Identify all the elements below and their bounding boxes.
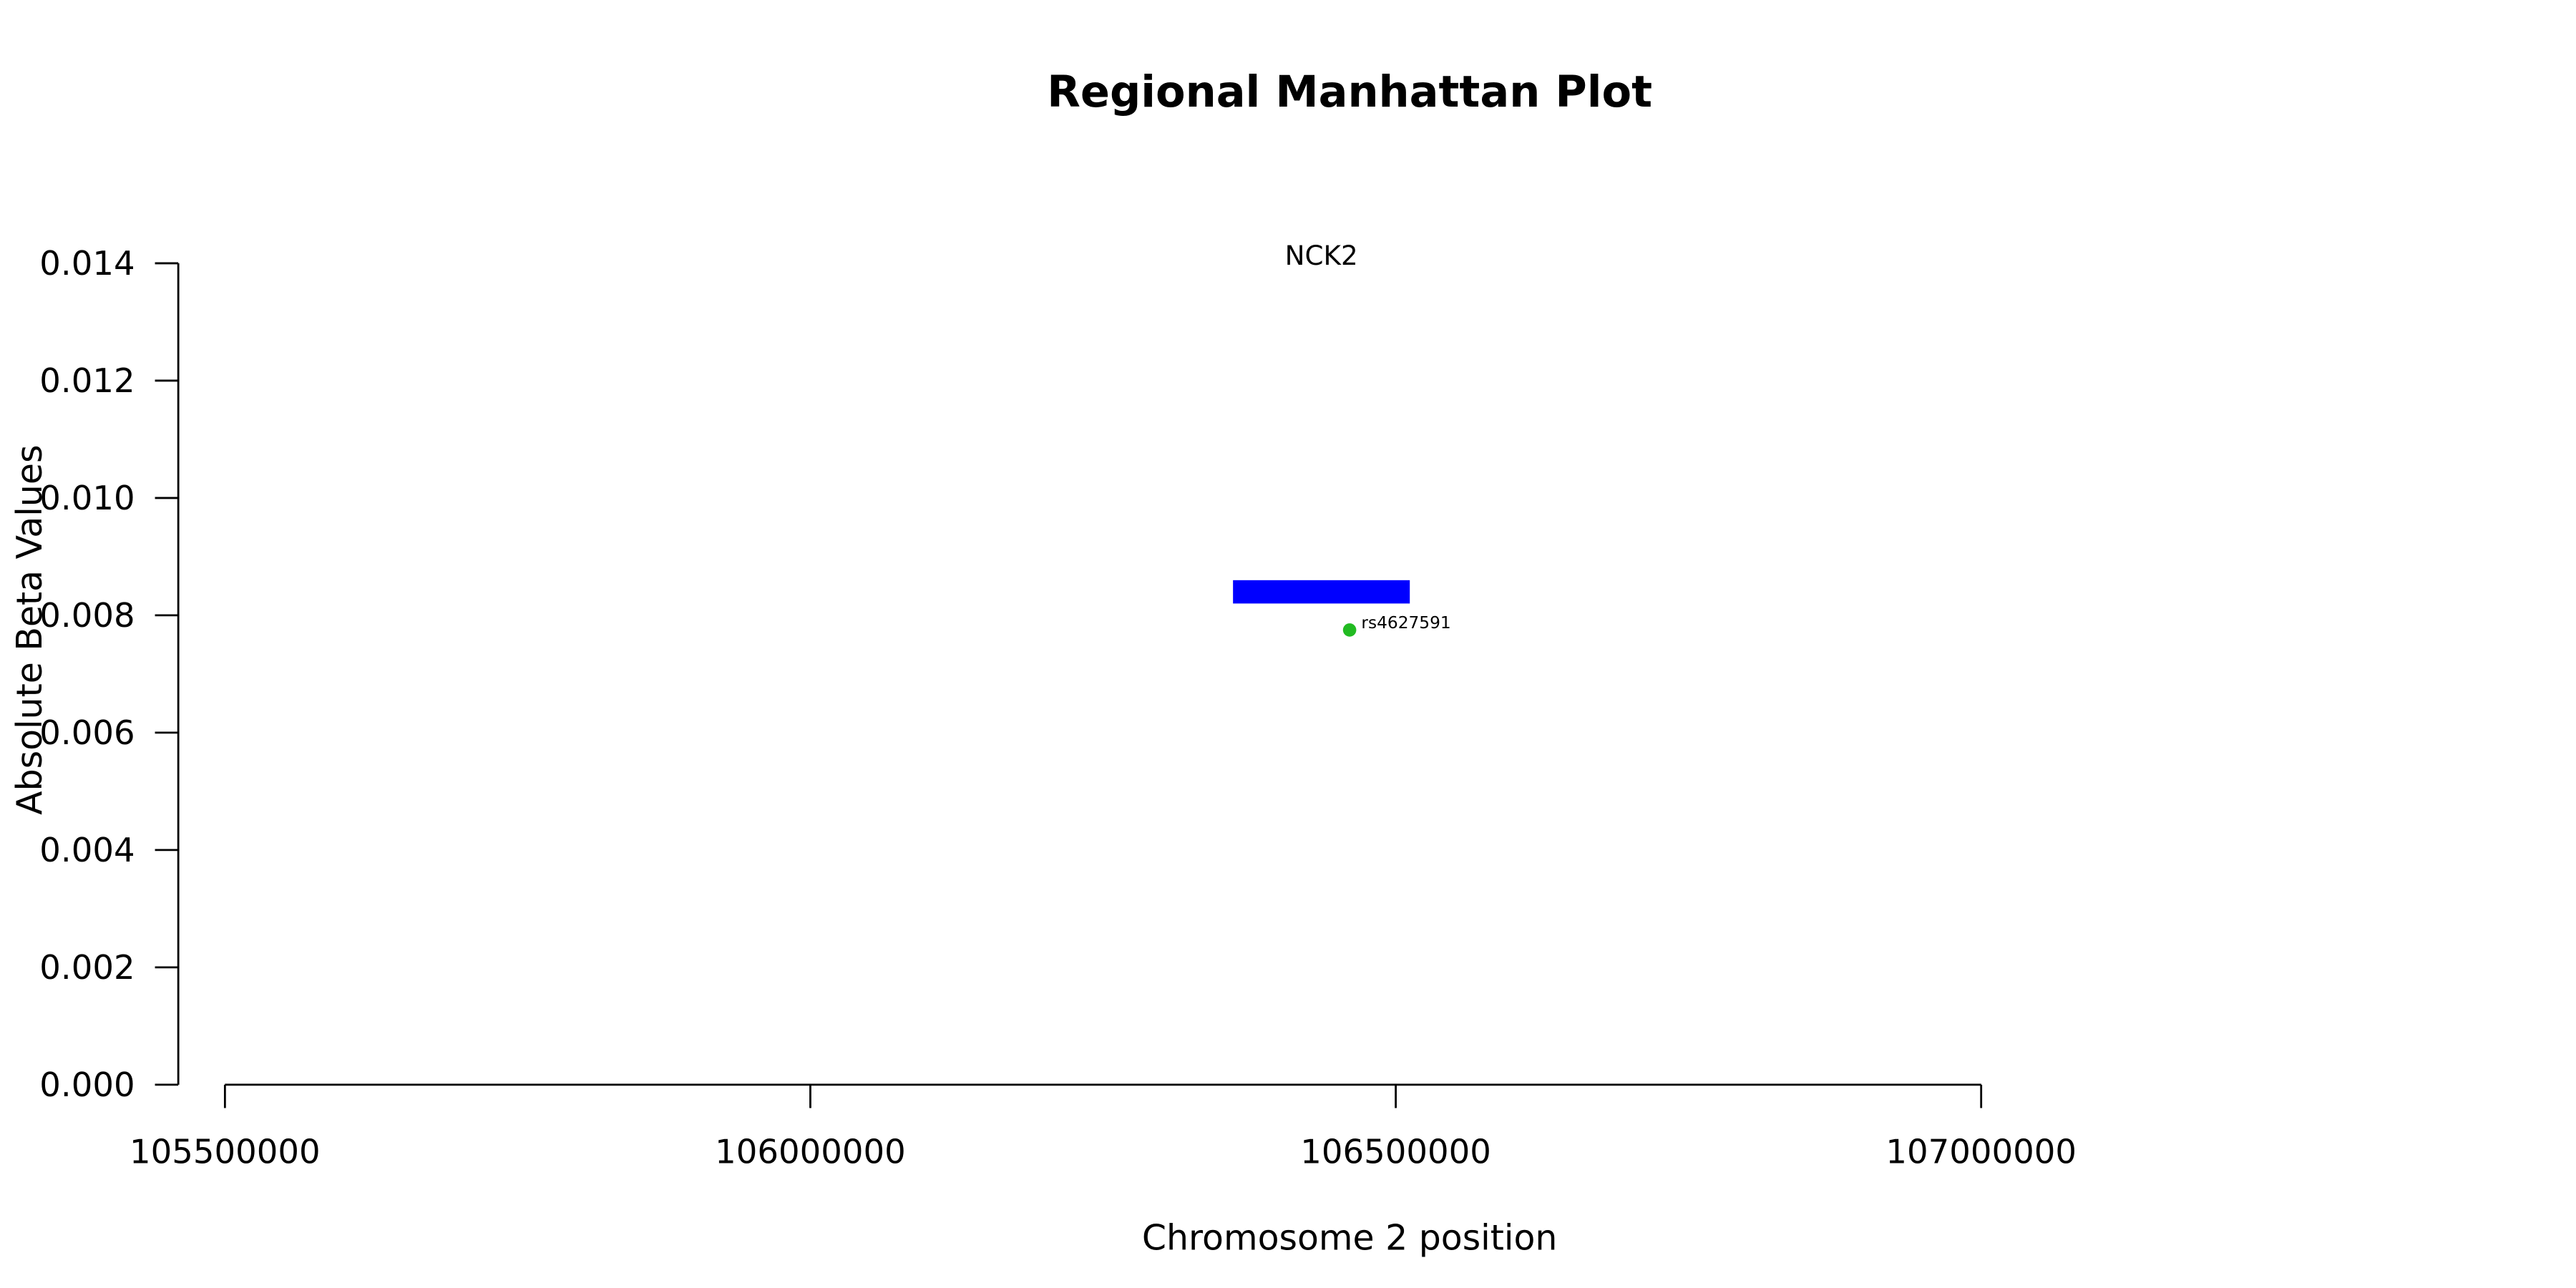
x-tick-label: 106500000 (1300, 1132, 1491, 1171)
y-tick-label: 0.002 (39, 948, 135, 987)
y-axis-label: Absolute Beta Values (9, 445, 50, 815)
y-tick-label: 0.006 (39, 713, 135, 752)
chart-title: Regional Manhattan Plot (1047, 67, 1652, 117)
y-tick-label: 0.000 (39, 1065, 135, 1104)
y-tick-label: 0.008 (39, 596, 135, 635)
y-tick-label: 0.010 (39, 479, 135, 517)
y-tick-label: 0.004 (39, 831, 135, 869)
x-tick-label: 106000000 (715, 1132, 906, 1171)
x-tick-label: 105500000 (130, 1132, 321, 1171)
y-tick-label: 0.014 (39, 244, 135, 283)
gene-bar (1233, 580, 1410, 604)
y-tick-label: 0.012 (39, 361, 135, 400)
x-axis-label: Chromosome 2 position (1142, 1217, 1558, 1258)
gene-label: NCK2 (1285, 240, 1358, 271)
snp-point (1342, 623, 1357, 637)
snp-label: rs4627591 (1361, 613, 1450, 633)
x-tick-label: 107000000 (1885, 1132, 2077, 1171)
